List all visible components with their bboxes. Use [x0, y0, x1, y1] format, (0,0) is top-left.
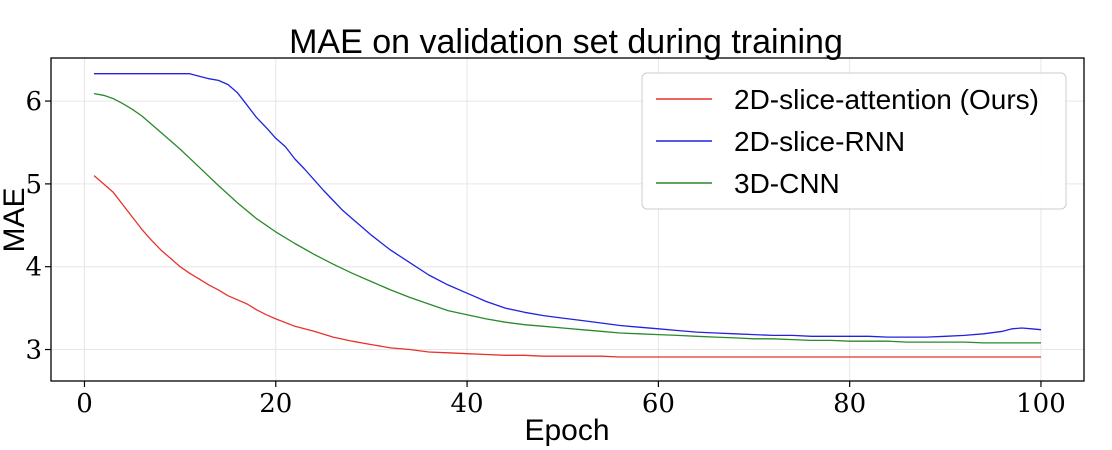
- legend: 2D-slice-attention (Ours) 2D-slice-RNN 3D-…: [641, 72, 1067, 210]
- x-tick-label: 0: [76, 389, 93, 419]
- legend-label: 3D-CNN: [734, 168, 840, 199]
- series-line-1: [94, 73, 1042, 338]
- legend-label: 2D-slice-RNN: [734, 126, 905, 157]
- axis-ticks: 0 20 40 60 80 100 3 4 5 6: [25, 87, 1065, 419]
- y-tick-label: 6: [25, 87, 42, 117]
- x-tick-label: 80: [833, 389, 866, 419]
- legend-box: [641, 72, 1067, 210]
- chart-title: MAE on validation set during training: [289, 23, 843, 61]
- x-tick-label: 40: [451, 389, 484, 419]
- x-tick-label: 20: [259, 389, 292, 419]
- y-tick-label: 3: [25, 336, 42, 366]
- series-lines: [93, 73, 1042, 358]
- x-tick-label: 60: [642, 389, 675, 419]
- x-axis-label: Epoch: [524, 414, 609, 447]
- y-tick-label: 5: [25, 170, 42, 200]
- y-axis-label: MAE: [0, 187, 31, 252]
- x-tick-label: 100: [1016, 389, 1066, 419]
- y-tick-label: 4: [25, 253, 42, 283]
- plot-frame: [50, 57, 1085, 382]
- series-line-0: [93, 175, 1041, 358]
- legend-label: 2D-slice-attention (Ours): [734, 84, 1039, 115]
- series-line-2: [93, 92, 1041, 344]
